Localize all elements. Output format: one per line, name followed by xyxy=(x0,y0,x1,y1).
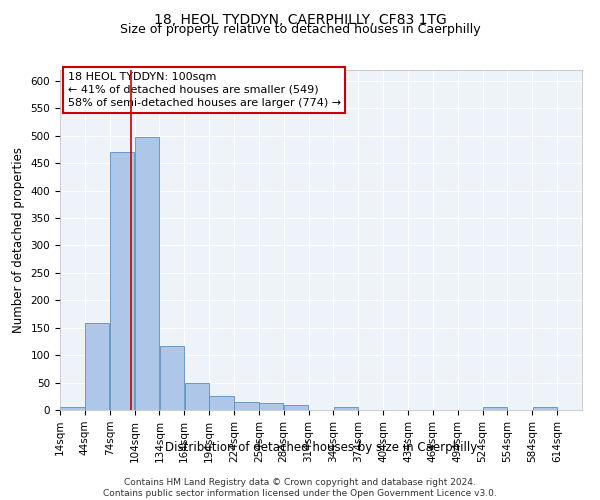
Bar xyxy=(284,405,308,410)
Text: Contains HM Land Registry data © Crown copyright and database right 2024.
Contai: Contains HM Land Registry data © Crown c… xyxy=(103,478,497,498)
Bar xyxy=(209,396,233,410)
Text: 18, HEOL TYDDYN, CAERPHILLY, CF83 1TG: 18, HEOL TYDDYN, CAERPHILLY, CF83 1TG xyxy=(154,12,446,26)
Bar xyxy=(61,408,85,410)
Bar xyxy=(235,402,259,410)
Y-axis label: Number of detached properties: Number of detached properties xyxy=(12,147,25,333)
Bar xyxy=(259,403,283,410)
Bar xyxy=(160,346,184,410)
Bar xyxy=(110,152,134,410)
Text: Distribution of detached houses by size in Caerphilly: Distribution of detached houses by size … xyxy=(165,441,477,454)
Bar xyxy=(483,408,507,410)
Bar xyxy=(334,406,358,410)
Bar xyxy=(135,138,159,410)
Bar xyxy=(533,408,557,410)
Text: Size of property relative to detached houses in Caerphilly: Size of property relative to detached ho… xyxy=(119,22,481,36)
Bar xyxy=(85,324,109,410)
Bar xyxy=(185,383,209,410)
Text: 18 HEOL TYDDYN: 100sqm
← 41% of detached houses are smaller (549)
58% of semi-de: 18 HEOL TYDDYN: 100sqm ← 41% of detached… xyxy=(68,72,341,108)
